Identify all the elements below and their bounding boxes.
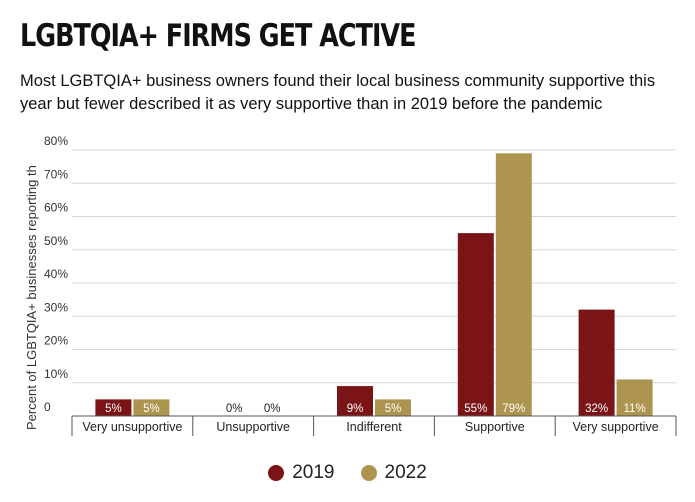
- legend-label-2022: 2022: [384, 462, 427, 483]
- chart-title: LGBTQIA+ FIRMS GET ACTIVE: [20, 18, 416, 54]
- data-label: 5%: [143, 403, 160, 415]
- data-label: 5%: [105, 403, 122, 415]
- legend-item-2019: 2019: [268, 462, 335, 484]
- bar-2022-0: [133, 399, 170, 416]
- data-label: 32%: [585, 403, 608, 415]
- bar-2022-2: [375, 399, 411, 416]
- bar-2019-0: [95, 399, 132, 416]
- data-label: 0%: [226, 403, 243, 415]
- data-label: 11%: [624, 403, 646, 415]
- y-tick-label: 0: [44, 400, 51, 414]
- legend-label-2019: 2019: [292, 462, 335, 483]
- x-tick-label: Supportive: [465, 420, 525, 434]
- y-tick-label: 80%: [44, 134, 68, 148]
- bar-2022-3: [495, 153, 532, 416]
- bar-2019-3: [457, 233, 494, 416]
- y-tick-label: 50%: [44, 234, 68, 248]
- y-tick-label: 70%: [44, 167, 68, 181]
- bar-2019-2: [337, 386, 373, 416]
- chart-subtitle: Most LGBTQIA+ business owners found thei…: [20, 72, 656, 113]
- y-tick-label: 20%: [44, 334, 68, 348]
- legend-swatch-2019: [268, 465, 285, 481]
- legend: 2019 2022: [0, 462, 695, 484]
- x-tick-label: Indifferent: [346, 420, 402, 434]
- legend-swatch-2022: [360, 465, 377, 481]
- x-tick-label: Very supportive: [573, 420, 659, 434]
- data-label: 5%: [385, 403, 402, 415]
- bar-2022-4: [616, 379, 653, 416]
- y-tick-label: 10%: [44, 367, 68, 381]
- bar-chart: 0 10% 20% 30% 40% 50% 60% 70% 80% Percent of LGBT…: [24, 134, 677, 436]
- data-label: 55%: [464, 403, 487, 415]
- bar-2019-4: [578, 309, 615, 416]
- x-tick-label: Unsupportive: [216, 420, 290, 434]
- data-label: 79%: [502, 403, 525, 415]
- data-label: 0%: [264, 403, 281, 415]
- legend-item-2022: 2022: [360, 462, 427, 484]
- y-axis-label: Percent of LGBTQIA+ businesses reporting…: [24, 165, 39, 430]
- data-label: 9%: [347, 403, 364, 415]
- x-tick-label: Very unsupportive: [82, 420, 182, 434]
- y-tick-label: 60%: [44, 201, 68, 215]
- y-tick-label: 40%: [44, 267, 68, 281]
- y-tick-label: 30%: [44, 300, 68, 314]
